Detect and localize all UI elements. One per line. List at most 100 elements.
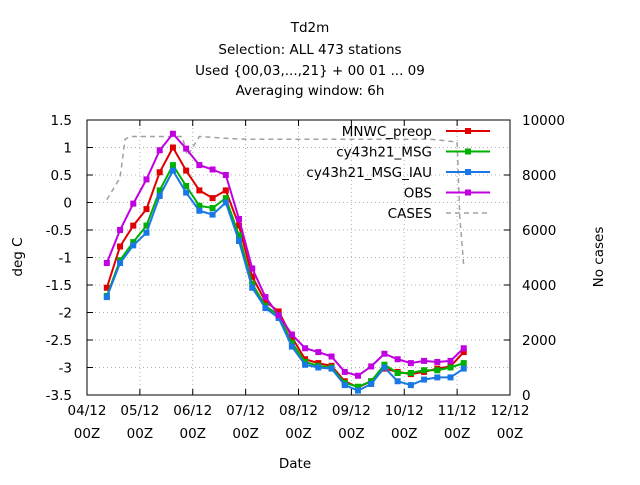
data-point-mnwc_preop	[183, 167, 190, 174]
data-point-cy43h21_msg_iau	[288, 343, 295, 350]
data-point-obs	[434, 359, 441, 365]
data-point-mnwc_preop	[262, 298, 269, 305]
data-point-cy43h21_msg	[169, 162, 176, 169]
series-line-obs	[105, 132, 465, 377]
legend-swatch-marker	[465, 189, 471, 196]
data-point-obs	[130, 200, 137, 207]
data-point-obs	[143, 176, 150, 183]
data-point-obs	[315, 349, 322, 356]
x-tick-label-hour: 00Z	[497, 426, 523, 442]
series-line-cy43h21_msg_iau	[105, 168, 465, 392]
data-point-obs	[103, 260, 110, 266]
data-point-mnwc_preop	[103, 284, 110, 291]
x-tick-label-hour: 00Z	[127, 426, 153, 442]
data-point-cy43h21_msg_iau	[130, 242, 137, 249]
data-point-cy43h21_msg	[460, 360, 467, 367]
data-point-obs	[275, 312, 282, 319]
series-layer	[103, 130, 467, 394]
data-point-obs	[407, 360, 414, 367]
data-point-mnwc_preop	[156, 169, 163, 176]
data-point-cy43h21_msg_iau	[222, 199, 229, 206]
y-tick-label: -1.5	[46, 278, 72, 294]
x-tick-label-date: 08/12	[279, 403, 318, 419]
x-tick-label-date: 09/12	[332, 403, 371, 419]
data-point-obs	[288, 331, 295, 338]
legend-label: MNWC_preop	[342, 124, 432, 140]
data-point-cy43h21_msg_iau	[249, 284, 256, 291]
data-point-obs	[249, 265, 256, 272]
data-point-cy43h21_msg_iau	[421, 376, 428, 383]
data-point-cy43h21_msg_iau	[262, 305, 269, 312]
data-point-cy43h21_msg	[354, 383, 361, 390]
title-line-3: Used {00,03,...,21} + 00 01 ... 09	[195, 63, 425, 79]
x-tick-label-hour: 00Z	[232, 426, 258, 442]
chart-title: Td2m Selection: ALL 473 stations Used {0…	[195, 20, 425, 99]
data-point-obs	[117, 227, 124, 233]
legend-label: CASES	[388, 206, 432, 222]
data-point-cy43h21_msg_iau	[354, 387, 361, 394]
x-axis-label: Date	[279, 456, 311, 472]
data-point-cy43h21_msg_iau	[117, 260, 124, 266]
x-tick-label-date: 04/12	[68, 403, 107, 419]
data-point-cy43h21_msg_iau	[196, 207, 203, 214]
data-point-mnwc_preop	[249, 273, 256, 280]
legend: MNWC_preop cy43h21_MSG cy43h21_MSG_IAU OBS C…	[306, 124, 490, 222]
data-point-cy43h21_msg_iau	[341, 382, 348, 389]
data-point-cy43h21_msg_iau	[460, 365, 467, 372]
x-tick-label-date: 07/12	[226, 403, 265, 419]
data-point-cy43h21_msg_iau	[368, 381, 375, 387]
data-point-cy43h21_msg	[222, 195, 229, 202]
x-tick-label-hour: 00Z	[391, 426, 417, 442]
y2-tick-label: 6000	[522, 223, 556, 239]
x-tick-label-hour: 00Z	[180, 426, 206, 442]
data-point-cy43h21_msg_iau	[381, 364, 388, 371]
series-line-cy43h21_msg	[105, 163, 465, 388]
y-tick-label: 0	[63, 196, 72, 212]
y-axis-label: deg C	[10, 237, 26, 276]
data-point-cy43h21_msg_iau	[236, 238, 243, 244]
data-point-obs	[156, 147, 163, 154]
y-tick-label: -2	[59, 306, 72, 322]
data-point-cy43h21_msg_iau	[209, 211, 216, 218]
x-tick-label-hour: 00Z	[74, 426, 100, 442]
title-line-2: Selection: ALL 473 stations	[218, 42, 401, 58]
data-point-mnwc_preop	[236, 222, 243, 229]
data-point-cy43h21_msg	[196, 202, 203, 209]
data-point-obs	[341, 368, 348, 375]
axes: 04/12 00Z 05/12 00Z 06/12 00Z 07/12 00Z 08/12 00Z…	[46, 113, 565, 442]
x-tick-label-date: 12/12	[491, 403, 530, 419]
data-point-obs	[222, 172, 229, 178]
data-point-cy43h21_msg_iau	[407, 382, 414, 389]
data-point-cy43h21_msg_iau	[447, 374, 454, 381]
series-line-mnwc_preop	[105, 145, 465, 389]
data-point-cy43h21_msg_iau	[169, 167, 176, 174]
data-point-mnwc_preop	[130, 222, 137, 229]
data-point-cy43h21_msg_iau	[315, 364, 322, 371]
data-point-obs	[381, 350, 388, 357]
legend-label: cy43h21_MSG	[336, 145, 432, 161]
data-point-mnwc_preop	[143, 206, 150, 213]
y-tick-label: -3.5	[46, 388, 72, 404]
legend-label: OBS	[404, 186, 432, 202]
data-point-obs	[183, 145, 190, 152]
data-point-cy43h21_msg	[209, 205, 216, 211]
data-point-obs	[302, 345, 309, 352]
y-tick-label: -2.5	[46, 333, 72, 349]
data-point-obs	[368, 363, 375, 370]
y-tick-label: -0.5	[46, 223, 72, 239]
title-line-1: Td2m	[290, 20, 330, 36]
x-tick-label-date: 05/12	[120, 403, 159, 419]
y-tick-label: 1.5	[51, 113, 72, 129]
x-tick-label-hour: 00Z	[338, 426, 364, 442]
data-point-cy43h21_msg	[236, 232, 243, 239]
data-point-obs	[236, 216, 243, 222]
legend-swatch-marker	[465, 148, 471, 155]
data-point-obs	[354, 372, 361, 379]
data-point-cy43h21_msg	[407, 370, 414, 376]
x-tick-label-date: 06/12	[173, 403, 212, 419]
y2-tick-label: 0	[522, 388, 531, 404]
y-tick-label: -1	[59, 251, 72, 267]
data-point-cy43h21_msg	[143, 222, 150, 229]
